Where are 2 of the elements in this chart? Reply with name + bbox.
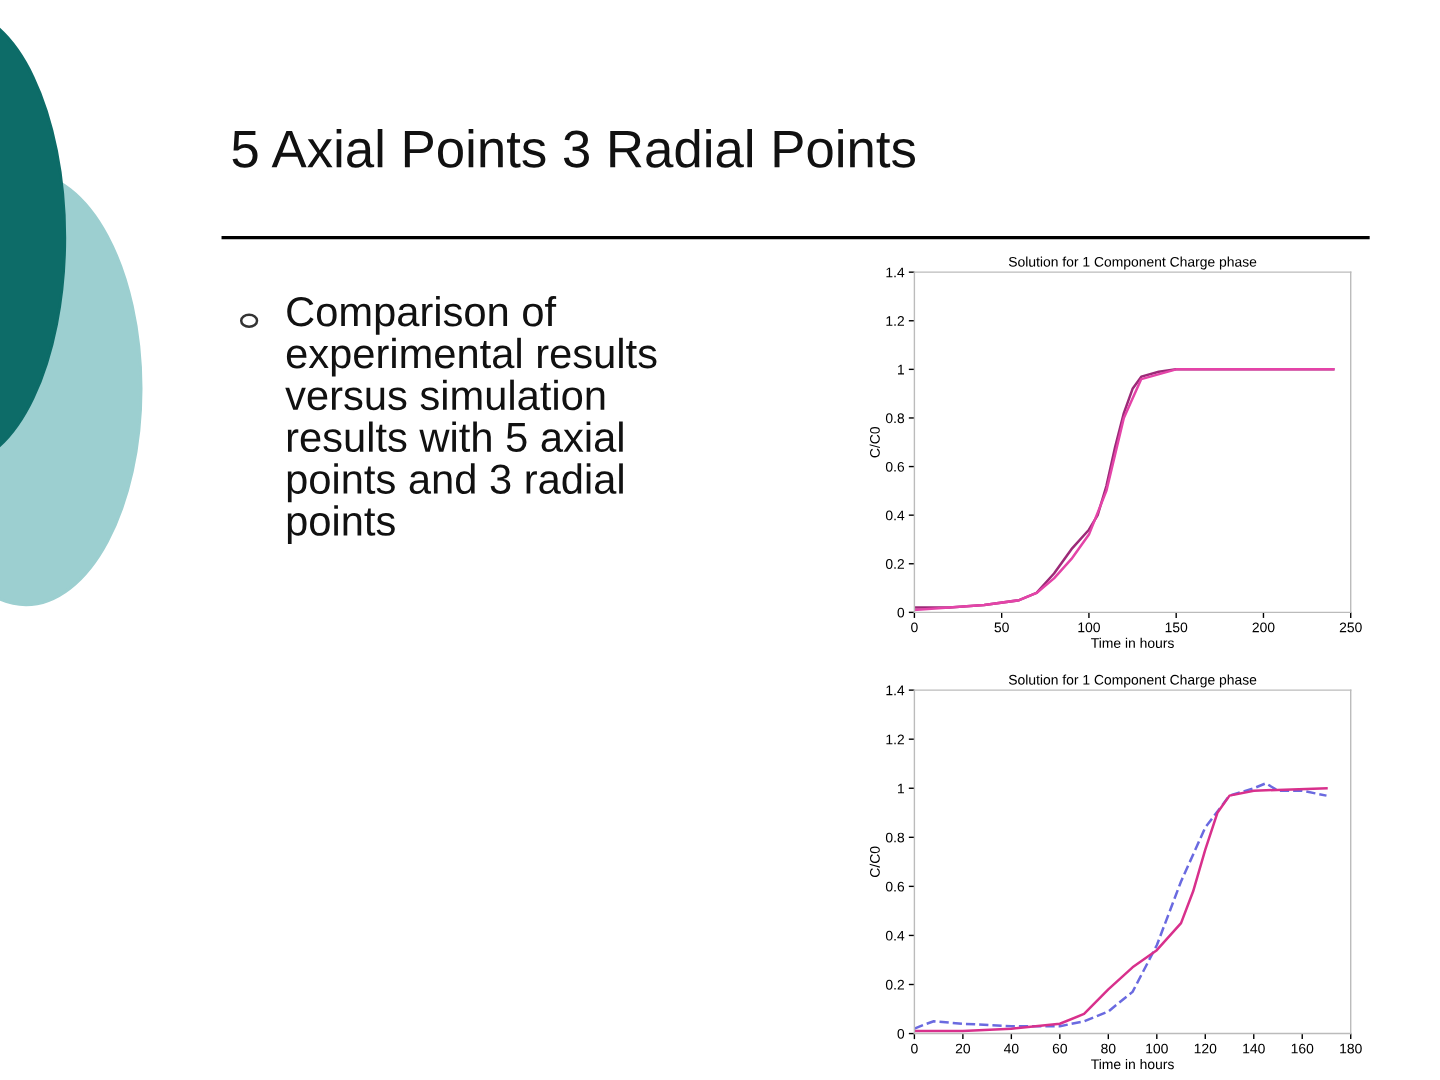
- text: 5 Axial Points 3 Radial Points: [232, 129, 915, 168]
- text: Comparison of experimental results versus simulation results with 5 axial points and 3 radial points: [285, 295, 657, 545]
